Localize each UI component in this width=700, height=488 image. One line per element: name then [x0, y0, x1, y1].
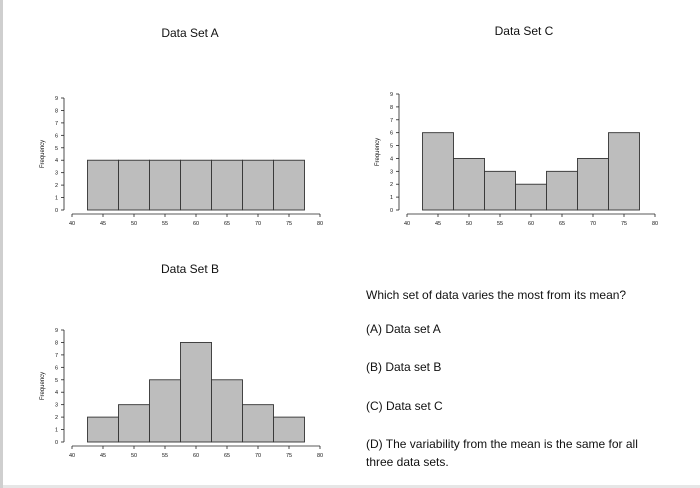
y-tick-label: 2: [55, 415, 58, 421]
question-prompt: Which set of data varies the most from i…: [366, 288, 627, 302]
x-tick-label: 60: [193, 221, 199, 227]
y-tick-label: 6: [55, 365, 58, 371]
y-tick-label: 4: [390, 156, 393, 162]
y-tick-label: 8: [55, 108, 58, 114]
x-tick-label: 45: [100, 453, 106, 459]
y-axis-label: Frequency: [375, 138, 381, 166]
y-axis-label: Frequency: [40, 140, 46, 168]
x-tick-label: 75: [621, 221, 627, 227]
histogram-bar: [242, 159, 274, 211]
y-tick-label: 1: [390, 195, 393, 201]
x-tick-label: 55: [497, 221, 503, 227]
x-tick-label: 70: [255, 453, 261, 459]
chart-title-b: Data Set B: [160, 262, 220, 276]
x-tick-label: 70: [255, 221, 261, 227]
chart-title-a: Data Set A: [161, 26, 219, 40]
x-tick-label: 50: [131, 453, 137, 459]
histogram-bar: [273, 416, 305, 443]
x-tick-label: 40: [69, 453, 75, 459]
y-tick-label: 7: [390, 118, 393, 124]
y-tick-label: 1: [55, 196, 58, 202]
histogram-bar: [149, 379, 181, 443]
x-tick-label: 40: [69, 221, 75, 227]
x-tick-label: 80: [317, 453, 323, 459]
y-tick-label: 9: [55, 328, 58, 334]
option-c[interactable]: (C) Data set C: [366, 399, 443, 413]
y-tick-label: 3: [390, 169, 393, 175]
x-tick-label: 40: [404, 221, 410, 227]
y-tick-label: 3: [55, 403, 58, 409]
y-tick-label: 2: [390, 182, 393, 188]
x-tick-label: 45: [100, 221, 106, 227]
histogram-bar: [577, 157, 609, 211]
y-axis-label: Frequency: [40, 372, 46, 400]
option-b[interactable]: (B) Data set B: [366, 360, 442, 374]
y-tick-label: 5: [55, 146, 58, 152]
histogram-bar: [422, 132, 454, 211]
histogram-bar: [211, 379, 243, 443]
histogram-bar: [180, 341, 212, 443]
y-tick-label: 7: [55, 121, 58, 127]
x-tick-label: 65: [224, 221, 230, 227]
y-tick-label: 1: [55, 428, 58, 434]
histogram-bar: [87, 159, 119, 211]
y-tick-label: 0: [55, 208, 58, 214]
option-d[interactable]: (D) The variability from the mean is the…: [366, 437, 638, 469]
chart-title-c: Data Set C: [494, 24, 554, 38]
histogram-bar: [453, 157, 485, 211]
histogram-bar: [242, 404, 274, 443]
y-tick-label: 3: [55, 171, 58, 177]
x-tick-label: 65: [559, 221, 565, 227]
x-tick-label: 55: [162, 221, 168, 227]
y-tick-label: 0: [390, 208, 393, 214]
x-tick-label: 70: [590, 221, 596, 227]
y-tick-label: 5: [55, 378, 58, 384]
histogram-bar: [608, 132, 640, 211]
y-tick-label: 4: [55, 390, 58, 396]
x-tick-label: 45: [435, 221, 441, 227]
histogram-bar: [273, 159, 305, 211]
histogram-bar: [118, 404, 150, 443]
x-tick-label: 80: [652, 221, 658, 227]
histogram-bar: [211, 159, 243, 211]
y-tick-label: 2: [55, 183, 58, 189]
option-a[interactable]: (A) Data set A: [366, 322, 441, 336]
x-tick-label: 75: [286, 453, 292, 459]
x-tick-label: 65: [224, 453, 230, 459]
histogram-bar: [180, 159, 212, 211]
x-tick-label: 80: [317, 221, 323, 227]
histogram-bar: [149, 159, 181, 211]
y-tick-label: 8: [390, 105, 393, 111]
y-tick-label: 6: [55, 133, 58, 139]
y-tick-label: 6: [390, 131, 393, 137]
histogram-bar: [515, 183, 547, 211]
histogram-bar: [87, 416, 119, 443]
x-tick-label: 60: [193, 453, 199, 459]
histogram-bar: [118, 159, 150, 211]
y-tick-label: 7: [55, 353, 58, 359]
x-tick-label: 75: [286, 221, 292, 227]
y-tick-label: 8: [55, 340, 58, 346]
y-tick-label: 9: [390, 92, 393, 98]
histogram-bar: [484, 170, 516, 211]
y-tick-label: 4: [55, 158, 58, 164]
x-tick-label: 50: [131, 221, 137, 227]
y-tick-label: 0: [55, 440, 58, 446]
x-tick-label: 50: [466, 221, 472, 227]
x-tick-label: 55: [162, 453, 168, 459]
y-tick-label: 9: [55, 96, 58, 102]
histogram-bar: [546, 170, 578, 211]
x-tick-label: 60: [528, 221, 534, 227]
y-tick-label: 5: [390, 144, 393, 150]
